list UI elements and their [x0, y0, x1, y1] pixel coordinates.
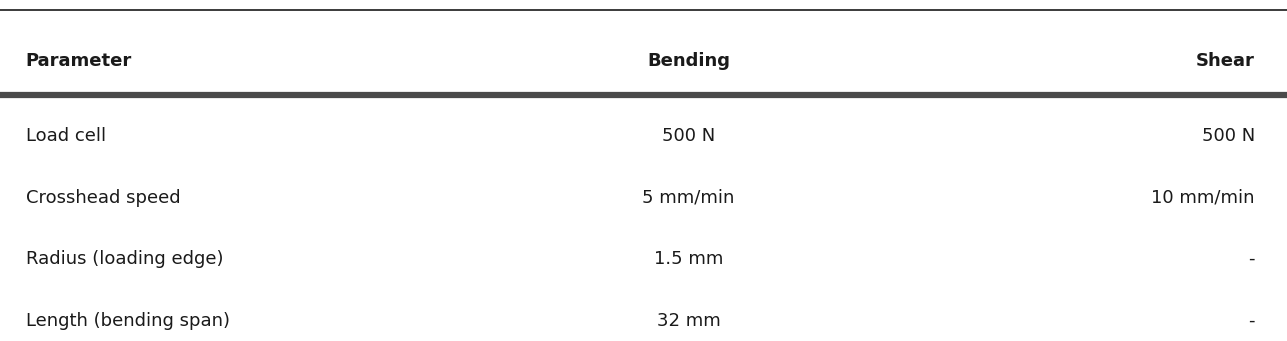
Text: 500 N: 500 N — [1202, 128, 1255, 145]
Text: Crosshead speed: Crosshead speed — [26, 189, 180, 207]
Text: -: - — [1248, 250, 1255, 268]
Text: Length (bending span): Length (bending span) — [26, 312, 230, 329]
Text: 500 N: 500 N — [662, 128, 716, 145]
Text: 5 mm/min: 5 mm/min — [642, 189, 735, 207]
Text: Radius (loading edge): Radius (loading edge) — [26, 250, 223, 268]
Text: Parameter: Parameter — [26, 53, 133, 70]
Text: 10 mm/min: 10 mm/min — [1152, 189, 1255, 207]
Text: Load cell: Load cell — [26, 128, 106, 145]
Text: -: - — [1248, 312, 1255, 329]
Text: Shear: Shear — [1196, 53, 1255, 70]
Text: Bending: Bending — [647, 53, 730, 70]
Text: 1.5 mm: 1.5 mm — [654, 250, 723, 268]
Text: 32 mm: 32 mm — [656, 312, 721, 329]
